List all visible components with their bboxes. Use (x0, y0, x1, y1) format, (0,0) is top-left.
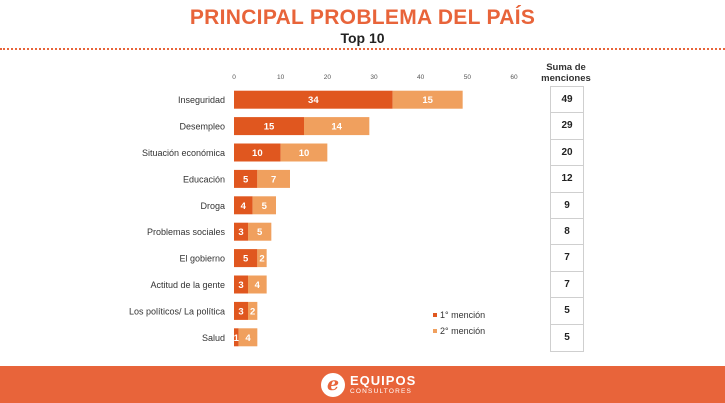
data-label: 3 (238, 306, 243, 317)
data-label: 34 (308, 95, 319, 106)
legend-swatch (433, 313, 437, 317)
sum-column: 49 29 20 12 9 8 7 7 5 5 (550, 86, 584, 352)
sum-value: 12 (551, 166, 583, 193)
footer-bar: e EQUIPOS CONSULTORES (0, 366, 725, 403)
x-tick-label: 30 (370, 74, 378, 81)
category-label: Problemas sociales (147, 227, 226, 237)
chart-subtitle: Top 10 (340, 30, 385, 46)
title-divider (0, 48, 725, 50)
sum-value: 5 (551, 298, 583, 325)
bar-first-mention (234, 301, 248, 320)
category-label: Educación (183, 174, 225, 184)
sum-value: 20 (551, 140, 583, 167)
bar-second-mention (252, 196, 276, 215)
bar-first-mention (234, 222, 248, 241)
category-label: Situación económica (142, 148, 225, 158)
data-label: 4 (255, 280, 261, 291)
category-label: Actitud de la gente (150, 280, 225, 290)
brand-name: EQUIPOS (350, 373, 417, 388)
bar-second-mention (248, 275, 267, 294)
bar-first-mention (234, 90, 393, 109)
data-label: 5 (243, 174, 249, 185)
data-label: 5 (257, 227, 263, 238)
data-label: 4 (245, 333, 251, 344)
category-label: Desempleo (179, 122, 225, 132)
category-label: El gobierno (179, 254, 225, 264)
data-label: 14 (331, 122, 342, 133)
sum-value: 49 (551, 87, 583, 114)
bar-first-mention (234, 143, 281, 162)
bar-second-mention (392, 90, 463, 109)
data-label: 15 (422, 95, 433, 106)
x-tick-label: 50 (464, 74, 472, 81)
data-label: 5 (262, 201, 268, 212)
bar-second-mention (304, 117, 370, 136)
data-label: 3 (238, 227, 243, 238)
category-label: Droga (200, 201, 225, 211)
legend-label: 1° mención (440, 310, 485, 320)
sum-value: 7 (551, 245, 583, 272)
legend-label: 2° mención (440, 326, 485, 336)
x-tick-label: 0 (232, 74, 236, 81)
bar-first-mention (234, 249, 258, 268)
x-tick-label: 40 (417, 74, 425, 81)
bar-second-mention (280, 143, 328, 162)
data-label: 1 (234, 333, 240, 344)
bar-first-mention (234, 196, 253, 215)
sum-header: Suma de menciones (536, 62, 596, 84)
chart-title: PRINCIPAL PROBLEMA DEL PAÍS (189, 6, 536, 29)
bar-second-mention (248, 222, 272, 241)
sum-value: 5 (564, 331, 570, 343)
bar-second-mention (238, 328, 258, 347)
category-label: Los políticos/ La política (129, 306, 225, 316)
sum-value: 8 (551, 219, 583, 246)
sum-header-line-2: menciones (541, 73, 591, 84)
legend-swatch (433, 329, 437, 333)
bar-first-mention (234, 328, 239, 347)
sum-value: 29 (551, 113, 583, 140)
data-label: 5 (243, 254, 249, 265)
x-tick-label: 60 (510, 74, 518, 81)
brand-subtitle: CONSULTORES (350, 388, 413, 395)
category-label: Salud (202, 333, 225, 343)
sum-header-line-1: Suma de (546, 62, 586, 73)
data-label: 3 (238, 280, 243, 291)
brand-logo-icon: e (321, 373, 345, 397)
data-label: 4 (241, 201, 247, 212)
bar-second-mention (248, 301, 258, 320)
data-label: 15 (264, 122, 275, 133)
bar-first-mention (234, 275, 248, 294)
category-label: Inseguridad (178, 95, 225, 105)
x-tick-label: 20 (324, 74, 332, 81)
sum-value: 7 (551, 272, 583, 299)
bar-first-mention (234, 169, 258, 188)
data-label: 2 (250, 306, 255, 317)
bar-first-mention (234, 117, 304, 136)
x-tick-label: 10 (277, 74, 285, 81)
data-label: 10 (299, 148, 310, 159)
data-label: 2 (259, 254, 264, 265)
data-label: 7 (271, 174, 276, 185)
sum-value: 9 (551, 193, 583, 219)
bar-second-mention (257, 249, 267, 268)
data-label: 10 (252, 148, 263, 159)
bar-second-mention (257, 169, 290, 188)
